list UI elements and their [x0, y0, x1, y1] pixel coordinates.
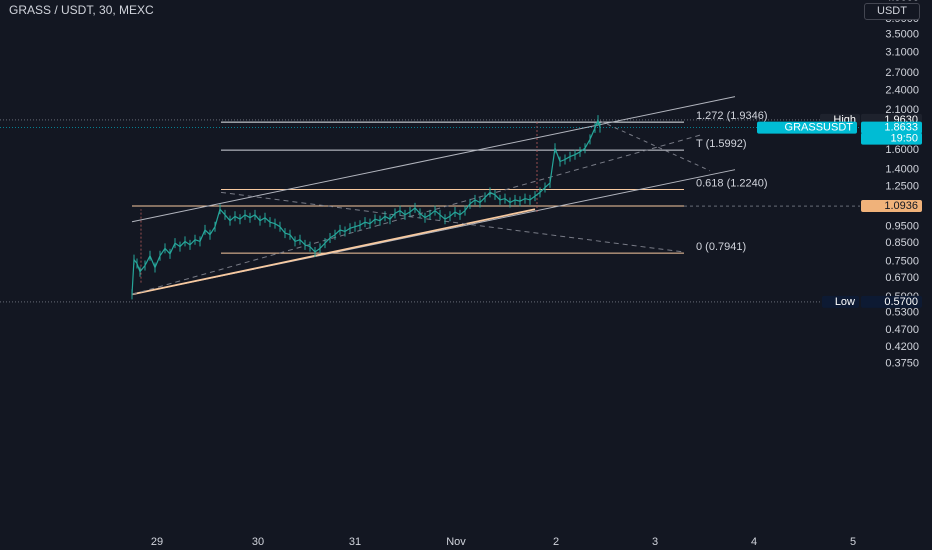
symbol-title: GRASS / USDT, 30, MEXC [9, 3, 154, 17]
low-price-tag-bg [861, 295, 922, 308]
x-axis-tick-label: 2 [553, 536, 559, 548]
support-trend-line [131, 208, 536, 296]
low-price-tag: 0.5700 [884, 296, 918, 308]
symbol-tag: GRASSUSDT [785, 122, 854, 134]
countdown-tag-bg [861, 132, 922, 145]
y-axis-tick-label: 0.9500 [885, 221, 919, 233]
y-axis-tick-label: 0.7500 [885, 255, 919, 267]
y-axis-tick-label: 0.4200 [885, 341, 919, 353]
y-axis-tick-label: 0.5300 [885, 307, 919, 319]
countdown-tag: 19:50 [890, 133, 918, 145]
y-axis-tick-label: 0.3750 [885, 357, 919, 369]
x-axis-tick-label: 4 [751, 536, 757, 548]
y-axis-tick-label: 2.7000 [885, 67, 919, 79]
y-axis-tick-label: 0.8500 [885, 237, 919, 249]
y-axis-tick-label: 3.1000 [885, 47, 919, 59]
x-axis-tick-label: 5 [850, 536, 856, 548]
last-price-tag: 1.8633 [884, 122, 918, 134]
symbol-tag-bg [757, 121, 857, 134]
projection-down-line [220, 191, 685, 253]
y-axis-tick-label: 1.6000 [885, 144, 919, 156]
x-axis-tick-label: 31 [349, 536, 361, 548]
level-price-tag: 1.0936 [884, 200, 918, 212]
x-axis-tick-label: 29 [151, 536, 163, 548]
x-axis-tick-label: 3 [652, 536, 658, 548]
fib-level-label: T (1.5992) [696, 138, 747, 150]
y-axis-tick-label: 2.4000 [885, 84, 919, 96]
y-axis-tick-label: 4.5000 [885, 0, 919, 4]
fib-level-label: 1.272 (1.9346) [696, 110, 768, 122]
y-axis-tick-label: 0.4700 [885, 324, 919, 336]
fib-level-label: 0 (0.7941) [696, 241, 746, 253]
x-axis-tick-label: Nov [446, 536, 466, 548]
channel-upper-line [131, 96, 736, 223]
fib-level-label: 0.618 (1.2240) [696, 177, 768, 189]
y-axis-tick-label: 0.6700 [885, 272, 919, 284]
level-price-tag-bg [861, 200, 922, 213]
y-axis-tick-label: 2.1000 [885, 104, 919, 116]
y-axis-tick-label: 1.2500 [885, 180, 919, 192]
y-axis-tick-label: 1.4000 [885, 164, 919, 176]
x-axis-tick-label: 30 [252, 536, 264, 548]
low-label-tag-bg [822, 295, 859, 308]
low-label-tag: Low [835, 296, 855, 308]
last-price-tag-bg [861, 121, 922, 134]
y-axis-tick-label: 3.5000 [885, 29, 919, 41]
currency-button[interactable]: USDT [864, 3, 920, 20]
